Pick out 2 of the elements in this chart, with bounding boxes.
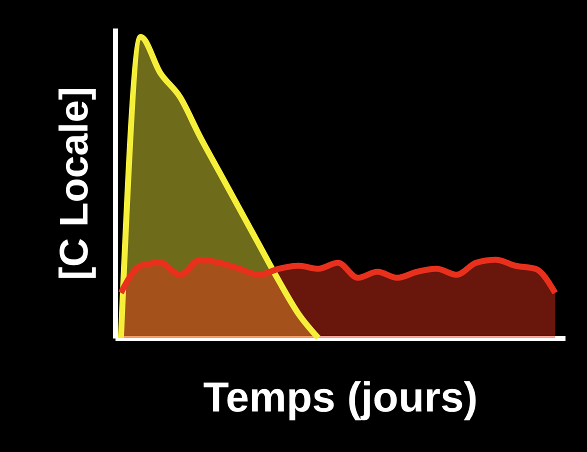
- x-axis-title: Temps (jours): [203, 374, 478, 420]
- y-axis-title: [C Locale]: [52, 86, 96, 280]
